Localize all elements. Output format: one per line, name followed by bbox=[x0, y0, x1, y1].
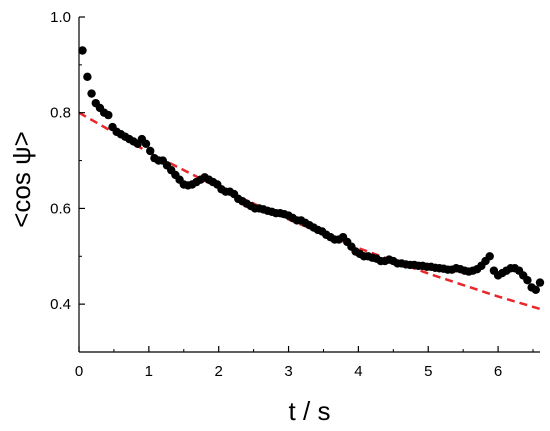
data-point bbox=[141, 139, 151, 149]
data-point bbox=[104, 110, 113, 120]
axes bbox=[78, 17, 540, 353]
y-tick-label: 0.6 bbox=[50, 200, 71, 217]
x-ticks: 0 1 2 3 4 5 6 bbox=[75, 346, 534, 380]
data-point bbox=[485, 252, 494, 261]
x-axis-label: t / s bbox=[289, 396, 331, 426]
data-point bbox=[87, 89, 96, 98]
x-tick-label: 5 bbox=[424, 363, 432, 380]
data-point bbox=[83, 72, 92, 82]
x-tick-label: 3 bbox=[284, 363, 292, 380]
y-ticks: 0.4 0.6 0.8 1.0 bbox=[50, 9, 85, 353]
y-axis-label: <cos ψ> bbox=[6, 131, 36, 228]
x-tick-label: 0 bbox=[75, 363, 83, 380]
x-tick-label: 4 bbox=[354, 363, 362, 380]
data-point bbox=[146, 146, 155, 156]
data-point bbox=[78, 46, 87, 55]
x-tick-label: 2 bbox=[215, 363, 223, 380]
data-point bbox=[531, 285, 541, 294]
x-tick-label: 6 bbox=[494, 363, 502, 380]
data-point bbox=[535, 278, 545, 287]
x-tick-label: 1 bbox=[145, 363, 153, 380]
data-point bbox=[523, 276, 532, 285]
y-tick-label: 1.0 bbox=[50, 9, 71, 26]
plot-area bbox=[78, 46, 545, 311]
y-tick-label: 0.4 bbox=[50, 296, 71, 313]
y-tick-label: 0.8 bbox=[50, 105, 71, 122]
